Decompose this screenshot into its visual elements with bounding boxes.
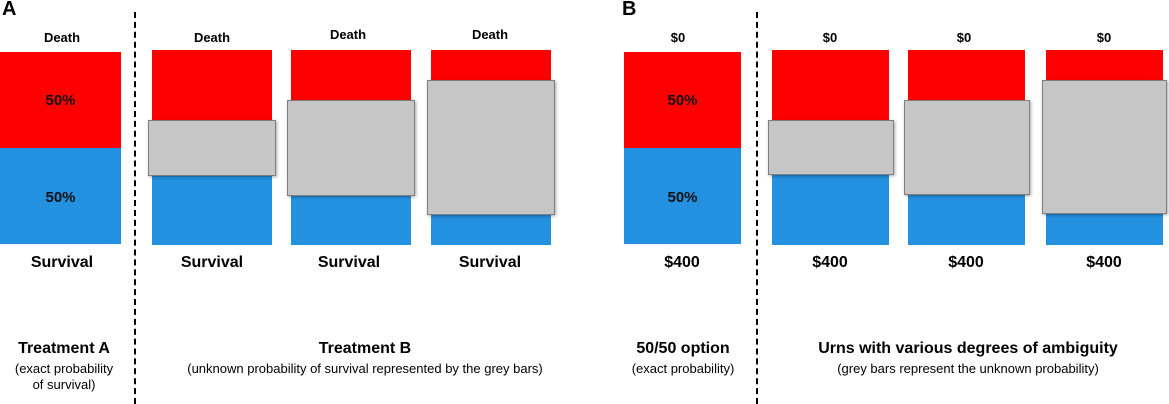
- ambiguity-title: Urns with various degrees of ambiguity: [818, 340, 1118, 357]
- treatment-b-caption: Treatment B (unknown probability of surv…: [140, 340, 590, 377]
- treatment-a-caption: Treatment A (exact probability of surviv…: [0, 340, 128, 394]
- urn-a4-bottom-label: Survival: [458, 254, 522, 271]
- urn-b1: 50% 50%: [624, 52, 741, 244]
- urn-b1-pct-bottom: 50%: [667, 189, 698, 206]
- urn-a3-grey-bar: [287, 100, 415, 196]
- urn-b3-grey-bar: [904, 100, 1030, 195]
- urn-b1-top-label: $0: [670, 30, 686, 45]
- urn-a1-bottom-label: Survival: [30, 254, 94, 271]
- urn-b3-top-label: $0: [956, 30, 972, 45]
- treatment-b-sub: (unknown probability of survival represe…: [187, 361, 543, 376]
- urn-b2-top-label: $0: [822, 30, 838, 45]
- urn-b1-pct-top: 50%: [667, 92, 698, 109]
- panel-a-divider: [134, 12, 136, 404]
- treatment-a-title: Treatment A: [18, 340, 110, 357]
- urn-a4-top-label: Death: [471, 27, 509, 42]
- urn-a1-red-segment: [0, 52, 121, 148]
- urn-b1-red-segment: [624, 52, 741, 148]
- urn-a1-pct-bottom: 50%: [45, 189, 76, 206]
- urn-a4-grey-bar: [427, 80, 555, 215]
- fifty-fifty-title: 50/50 option: [636, 340, 730, 357]
- urn-b4-grey-bar: [1042, 80, 1167, 214]
- urn-a1-pct-top: 50%: [45, 92, 76, 109]
- panel-a-letter: A: [2, 0, 17, 20]
- ambiguity-sub: (grey bars represent the unknown probabi…: [837, 361, 1099, 376]
- urn-b1-bottom-label: $400: [664, 254, 700, 271]
- urn-a2-top-label: Death: [193, 30, 231, 45]
- panel-b-divider: [756, 12, 758, 404]
- fifty-fifty-caption: 50/50 option (exact probability): [616, 340, 750, 377]
- urn-b4-top-label: $0: [1096, 30, 1112, 45]
- urn-b1-blue-segment: [624, 148, 741, 244]
- treatment-a-sub1: (exact probability: [14, 361, 114, 376]
- urn-a2-bottom-label: Survival: [180, 254, 244, 271]
- urn-a1-top-label: Death: [43, 30, 81, 45]
- urn-b4-bottom-label: $400: [1086, 254, 1122, 271]
- treatment-a-sub2: of survival): [32, 377, 96, 393]
- urn-b2-grey-bar: [768, 120, 894, 175]
- panel-b-letter: B: [622, 0, 637, 20]
- urn-a1: 50% 50%: [0, 52, 121, 244]
- urn-b2-bottom-label: $400: [812, 254, 848, 271]
- treatment-b-title: Treatment B: [318, 340, 412, 357]
- urn-b3-bottom-label: $400: [948, 254, 984, 271]
- urn-a3-top-label: Death: [329, 27, 367, 42]
- urn-a2-grey-bar: [148, 120, 276, 176]
- urn-a1-blue-segment: [0, 148, 121, 244]
- urn-a3-bottom-label: Survival: [317, 254, 381, 271]
- fifty-fifty-sub: (exact probability): [631, 361, 735, 376]
- ambiguity-caption: Urns with various degrees of ambiguity (…: [770, 340, 1166, 377]
